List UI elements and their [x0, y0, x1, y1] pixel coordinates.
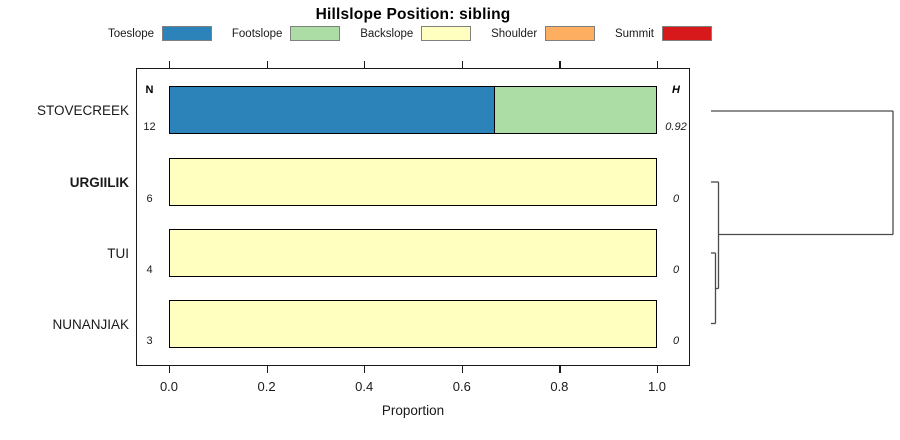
- legend: Toeslope Footslope Backslope Shoulder Su…: [108, 25, 712, 42]
- legend-label: Shoulder: [491, 27, 538, 40]
- stacked-bar-nunanjiak: [169, 300, 657, 348]
- series-row-urgiilik: URGIILIK 6 0: [0, 158, 900, 206]
- n-value: 6: [146, 193, 153, 205]
- category-label-tui: TUI: [107, 245, 129, 261]
- legend-item-shoulder: Shoulder: [491, 26, 596, 41]
- x-axis-tick-label: 1.0: [647, 379, 667, 394]
- n-value: 4: [146, 264, 153, 276]
- legend-label: Footslope: [231, 27, 283, 40]
- x-axis-tick: [657, 366, 659, 373]
- shoulder-swatch: [545, 26, 596, 41]
- h-value: 0: [672, 335, 680, 347]
- x-axis-tick-label: 0.2: [257, 379, 276, 394]
- summit-swatch: [661, 26, 712, 41]
- legend-label: Summit: [614, 27, 654, 40]
- x-axis-tick: [461, 366, 463, 373]
- x-axis-tick-label: 0.4: [355, 379, 374, 394]
- legend-item-toeslope: Toeslope: [108, 26, 213, 41]
- x-axis-tick-top: [461, 61, 463, 68]
- x-axis-tick-top: [266, 61, 268, 68]
- x-axis-tick-top: [559, 61, 561, 68]
- x-axis-tick-top: [657, 61, 659, 68]
- x-axis-tick-label: 0.0: [159, 379, 179, 394]
- category-label-nunanjiak: NUNANJIAK: [52, 316, 129, 332]
- legend-item-summit: Summit: [615, 26, 712, 41]
- bar-segment-backslope: [170, 230, 656, 276]
- footslope-swatch: [290, 26, 341, 41]
- bar-segment-toeslope: [170, 87, 495, 133]
- x-axis-tick-label: 0.8: [550, 379, 569, 394]
- x-axis-tick: [559, 366, 561, 373]
- stacked-bar-tui: [169, 229, 657, 277]
- x-axis-tick-label: 0.6: [452, 379, 471, 394]
- backslope-swatch: [421, 26, 472, 41]
- legend-item-footslope: Footslope: [232, 26, 341, 41]
- n-value: 3: [146, 335, 153, 347]
- toeslope-swatch: [162, 26, 213, 41]
- plot-area-border: [136, 68, 690, 366]
- legend-label: Toeslope: [108, 27, 155, 40]
- x-axis-tick: [364, 366, 366, 373]
- stacked-bar-urgiilik: [169, 158, 657, 206]
- h-column-header: H: [672, 84, 680, 96]
- bar-segment-backslope: [170, 301, 656, 347]
- category-label-stovecreek: STOVECREEK: [36, 102, 129, 118]
- series-row-nunanjiak: NUNANJIAK 3 0: [0, 300, 900, 348]
- h-value: 0: [672, 193, 680, 205]
- x-axis-tick: [169, 366, 171, 373]
- stacked-bar-stovecreek: [169, 86, 657, 134]
- bar-segment-backslope: [170, 159, 656, 205]
- h-value: 0.92: [665, 121, 687, 133]
- n-column-header: N: [145, 84, 154, 96]
- n-value: 12: [143, 121, 156, 133]
- x-axis-tick: [266, 366, 268, 373]
- legend-label: Backslope: [360, 27, 414, 40]
- chart-title: Hillslope Position: sibling: [315, 6, 511, 23]
- series-row-stovecreek: STOVECREEK 12 0.92: [0, 86, 900, 134]
- category-label-urgiilik: URGIILIK: [69, 174, 129, 190]
- legend-item-backslope: Backslope: [360, 26, 472, 41]
- bar-segment-footslope: [494, 87, 656, 133]
- x-axis-title: Proportion: [381, 403, 445, 418]
- series-row-tui: TUI 4 0: [0, 229, 900, 277]
- x-axis-tick-top: [169, 61, 171, 68]
- h-value: 0: [672, 264, 680, 276]
- x-axis-tick-top: [364, 61, 366, 68]
